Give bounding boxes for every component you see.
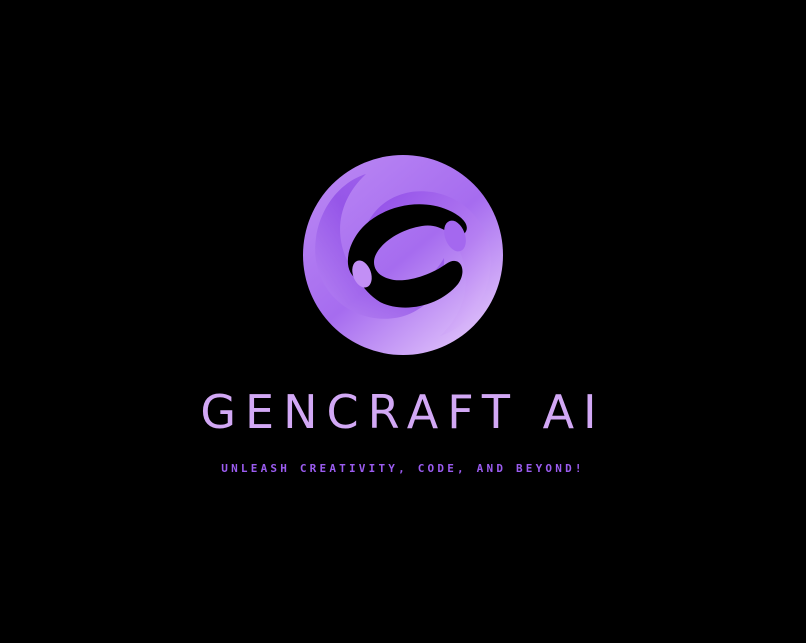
brand-tagline: UNLEASH CREATIVITY, CODE, AND BEYOND! (221, 462, 585, 475)
swirl-circle-icon (300, 152, 506, 358)
brand-name: GENCRAFT AI (200, 385, 606, 439)
